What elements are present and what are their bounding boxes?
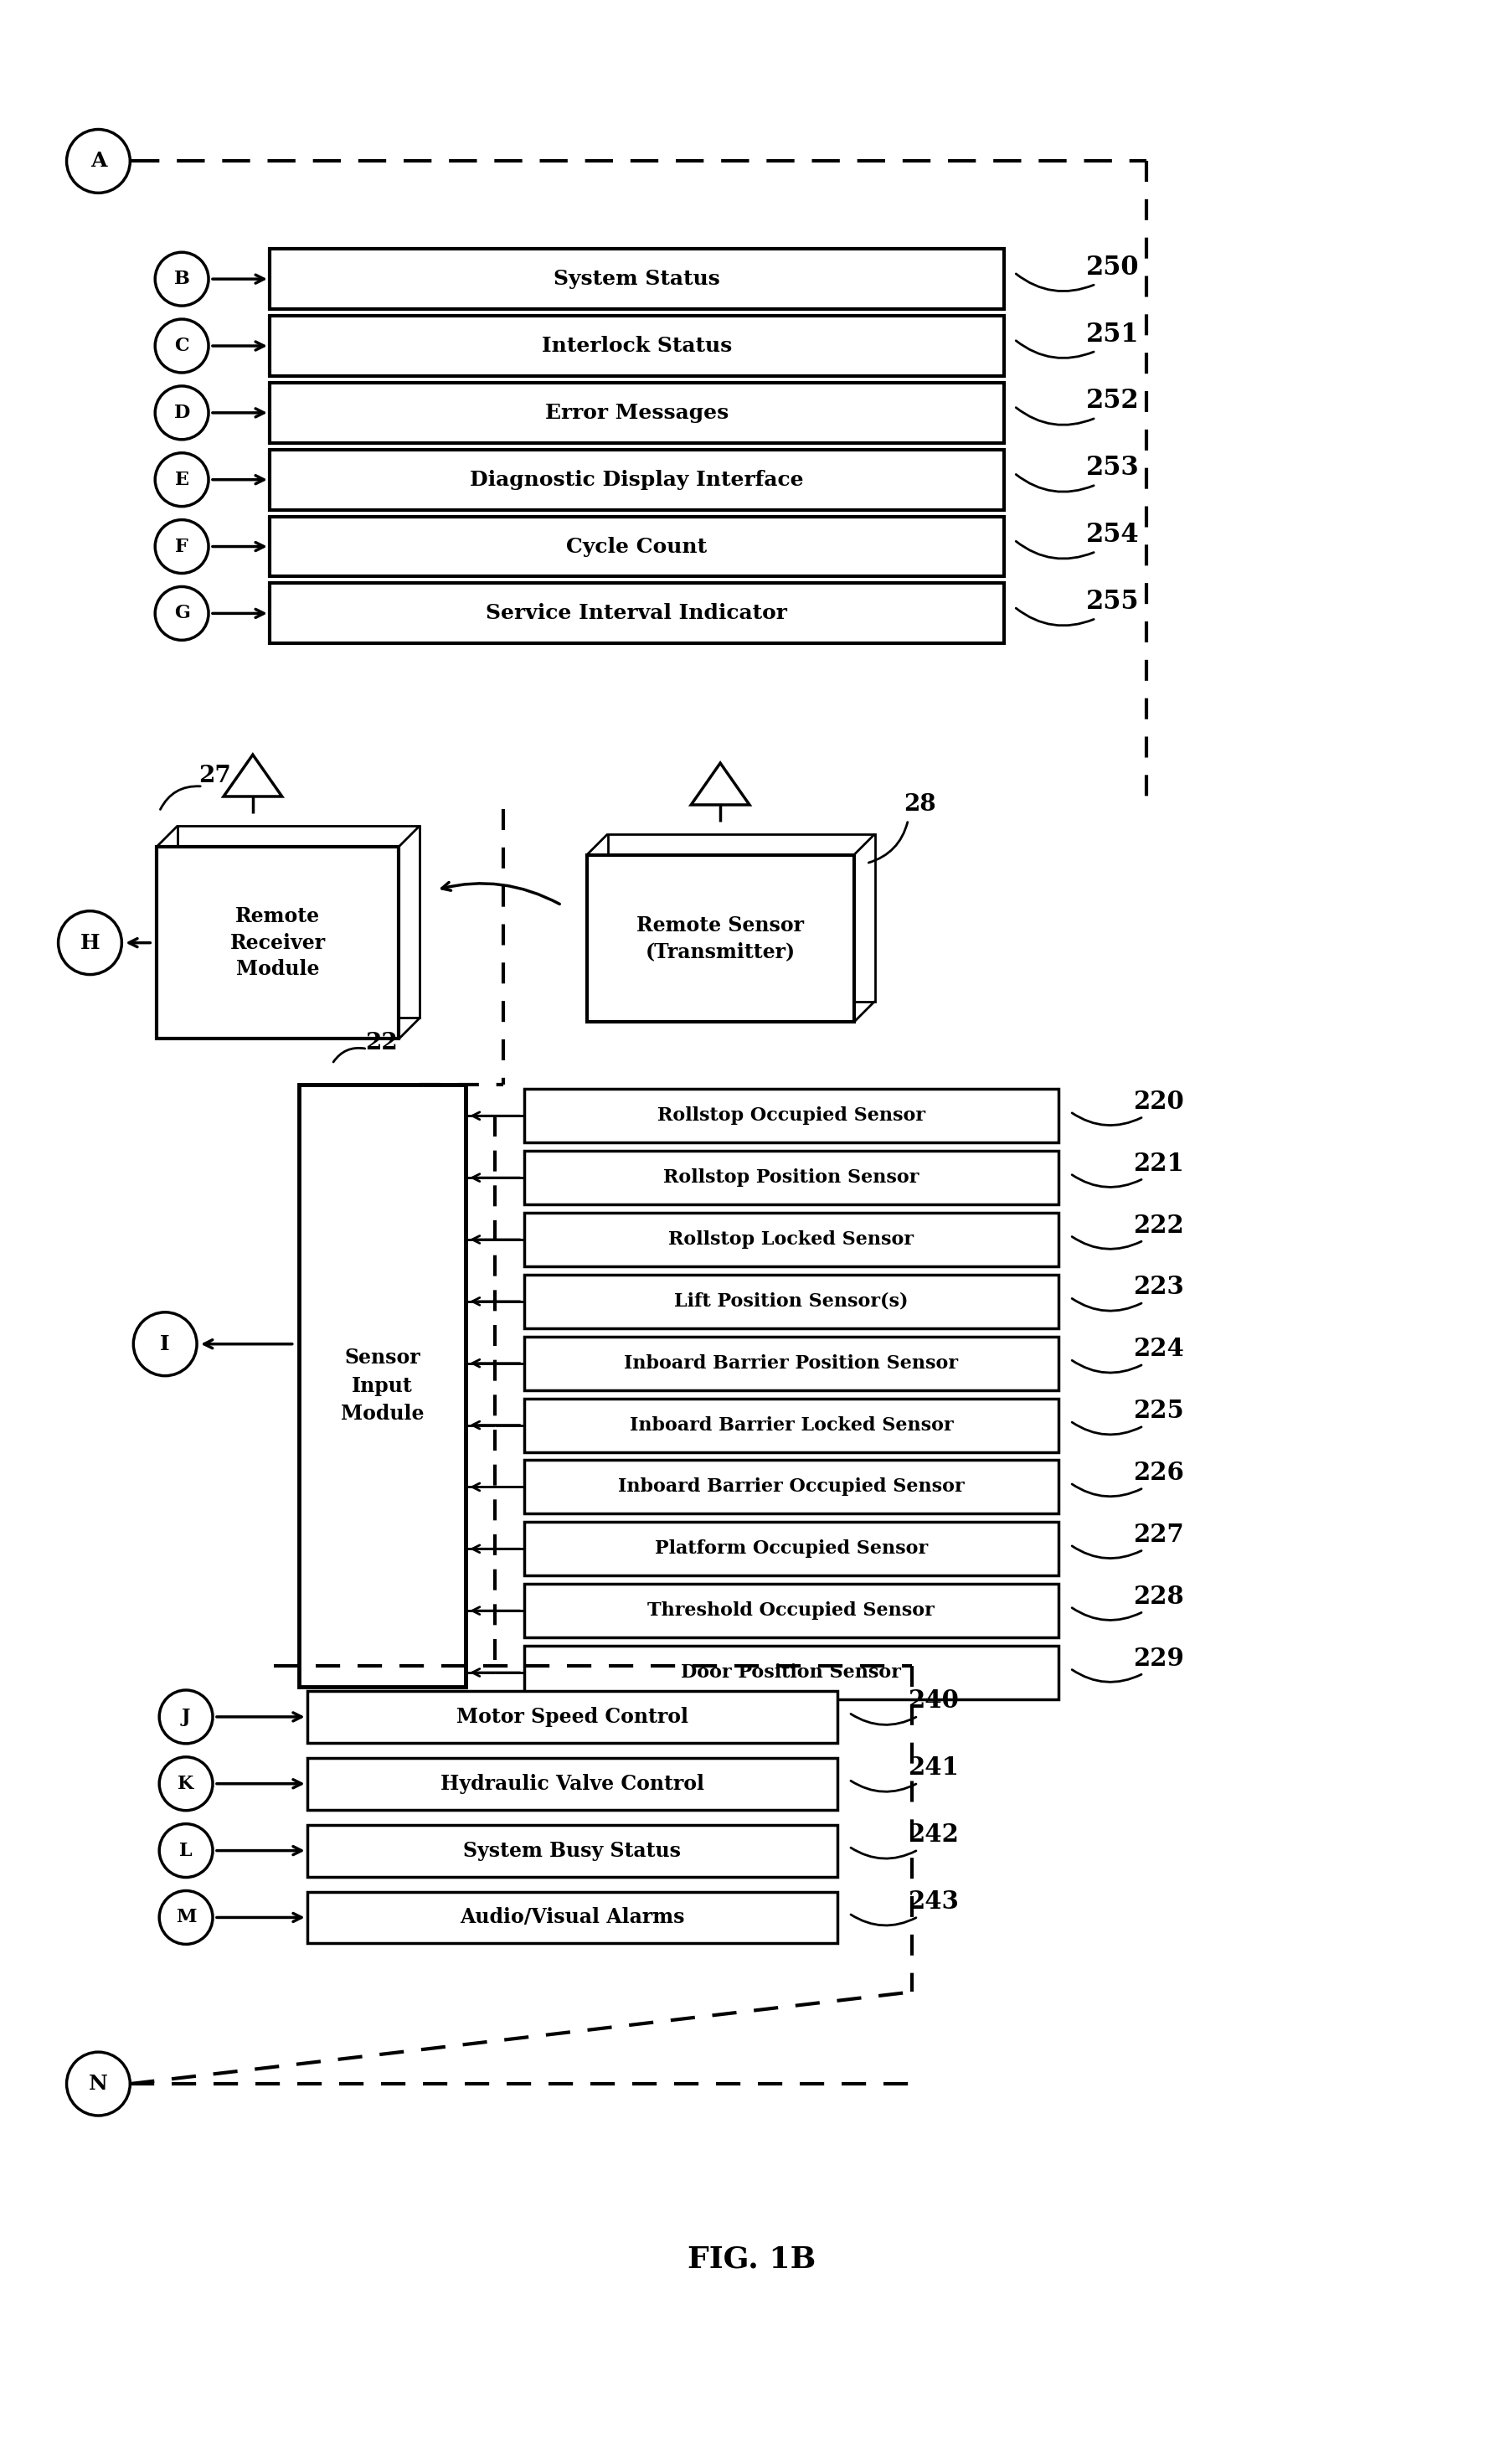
- Text: Inboard Barrier Occupied Sensor: Inboard Barrier Occupied Sensor: [618, 1478, 964, 1496]
- Text: System Busy Status: System Busy Status: [463, 1841, 681, 1860]
- Text: 226: 226: [1133, 1461, 1184, 1486]
- Bar: [307, 1892, 838, 1944]
- Text: Cycle Count: Cycle Count: [567, 537, 707, 557]
- Text: 241: 241: [908, 1757, 958, 1779]
- Text: Rollstop Position Sensor: Rollstop Position Sensor: [663, 1168, 919, 1188]
- Text: 227: 227: [1133, 1523, 1184, 1547]
- Text: 224: 224: [1133, 1338, 1184, 1360]
- Text: 243: 243: [908, 1890, 958, 1915]
- Bar: [608, 835, 875, 1000]
- Bar: [523, 1584, 1059, 1639]
- Text: Door Position Sensor: Door Position Sensor: [681, 1663, 901, 1683]
- Bar: [269, 315, 1005, 377]
- Bar: [269, 448, 1005, 510]
- Text: 250: 250: [1086, 254, 1139, 281]
- Bar: [307, 1690, 838, 1742]
- Bar: [307, 1826, 838, 1878]
- Bar: [523, 1335, 1059, 1390]
- Text: 22: 22: [365, 1032, 399, 1055]
- Text: 220: 220: [1133, 1089, 1184, 1114]
- Text: Error Messages: Error Messages: [544, 402, 728, 424]
- Text: 229: 229: [1133, 1646, 1184, 1671]
- Text: 251: 251: [1086, 320, 1139, 347]
- Bar: [269, 584, 1005, 643]
- Text: Lift Position Sensor(s): Lift Position Sensor(s): [674, 1291, 908, 1311]
- Text: G: G: [174, 604, 190, 623]
- Text: 240: 240: [908, 1688, 958, 1712]
- Text: K: K: [177, 1774, 194, 1794]
- Text: L: L: [179, 1841, 193, 1860]
- Bar: [523, 1646, 1059, 1700]
- Bar: [523, 1274, 1059, 1328]
- Text: 221: 221: [1133, 1151, 1184, 1175]
- Bar: [587, 855, 854, 1023]
- Text: F: F: [176, 537, 188, 557]
- Bar: [523, 1151, 1059, 1205]
- Text: C: C: [174, 338, 190, 355]
- Text: Audio/Visual Alarms: Audio/Visual Alarms: [460, 1907, 684, 1927]
- Text: System Status: System Status: [553, 269, 720, 288]
- Bar: [523, 1212, 1059, 1266]
- Bar: [523, 1461, 1059, 1513]
- Text: Platform Occupied Sensor: Platform Occupied Sensor: [654, 1540, 928, 1557]
- Bar: [299, 1084, 466, 1688]
- Text: Diagnostic Display Interface: Diagnostic Display Interface: [469, 471, 803, 490]
- Text: 255: 255: [1086, 589, 1139, 614]
- Bar: [523, 1523, 1059, 1574]
- Text: Service Interval Indicator: Service Interval Indicator: [486, 604, 788, 623]
- Text: J: J: [182, 1708, 191, 1727]
- Text: D: D: [174, 404, 190, 421]
- Text: FIG. 1B: FIG. 1B: [687, 2245, 817, 2274]
- Bar: [177, 825, 420, 1018]
- Text: 242: 242: [908, 1823, 958, 1848]
- Text: 28: 28: [904, 793, 937, 816]
- Text: Threshold Occupied Sensor: Threshold Occupied Sensor: [648, 1602, 935, 1619]
- Text: Motor Speed Control: Motor Speed Control: [456, 1708, 687, 1727]
- Text: Inboard Barrier Locked Sensor: Inboard Barrier Locked Sensor: [629, 1417, 954, 1434]
- Text: A: A: [90, 150, 107, 170]
- Text: Hydraulic Valve Control: Hydraulic Valve Control: [441, 1774, 704, 1794]
- Text: Remote Sensor
(Transmitter): Remote Sensor (Transmitter): [636, 914, 805, 961]
- Text: 253: 253: [1086, 456, 1140, 480]
- Bar: [523, 1089, 1059, 1143]
- Text: 222: 222: [1133, 1212, 1184, 1237]
- Text: 252: 252: [1086, 389, 1140, 414]
- Bar: [269, 517, 1005, 577]
- Bar: [269, 249, 1005, 308]
- Text: Rollstop Locked Sensor: Rollstop Locked Sensor: [669, 1230, 914, 1249]
- Text: Sensor
Input
Module: Sensor Input Module: [340, 1348, 424, 1424]
- Bar: [269, 382, 1005, 444]
- Text: Interlock Status: Interlock Status: [541, 335, 732, 355]
- Text: M: M: [176, 1907, 196, 1927]
- Text: H: H: [80, 934, 99, 954]
- Bar: [523, 1400, 1059, 1451]
- Text: E: E: [174, 471, 190, 488]
- Text: 27: 27: [199, 764, 232, 786]
- Text: Rollstop Occupied Sensor: Rollstop Occupied Sensor: [657, 1106, 925, 1126]
- Text: B: B: [174, 271, 190, 288]
- Text: 225: 225: [1133, 1400, 1184, 1424]
- Bar: [307, 1757, 838, 1809]
- Bar: [156, 848, 399, 1040]
- Text: N: N: [89, 2075, 108, 2094]
- Text: 228: 228: [1133, 1584, 1184, 1609]
- Text: Inboard Barrier Position Sensor: Inboard Barrier Position Sensor: [624, 1355, 958, 1372]
- Text: 254: 254: [1086, 522, 1140, 547]
- Text: Remote
Receiver
Module: Remote Receiver Module: [230, 907, 325, 978]
- Text: 223: 223: [1133, 1274, 1184, 1299]
- Text: I: I: [161, 1333, 170, 1355]
